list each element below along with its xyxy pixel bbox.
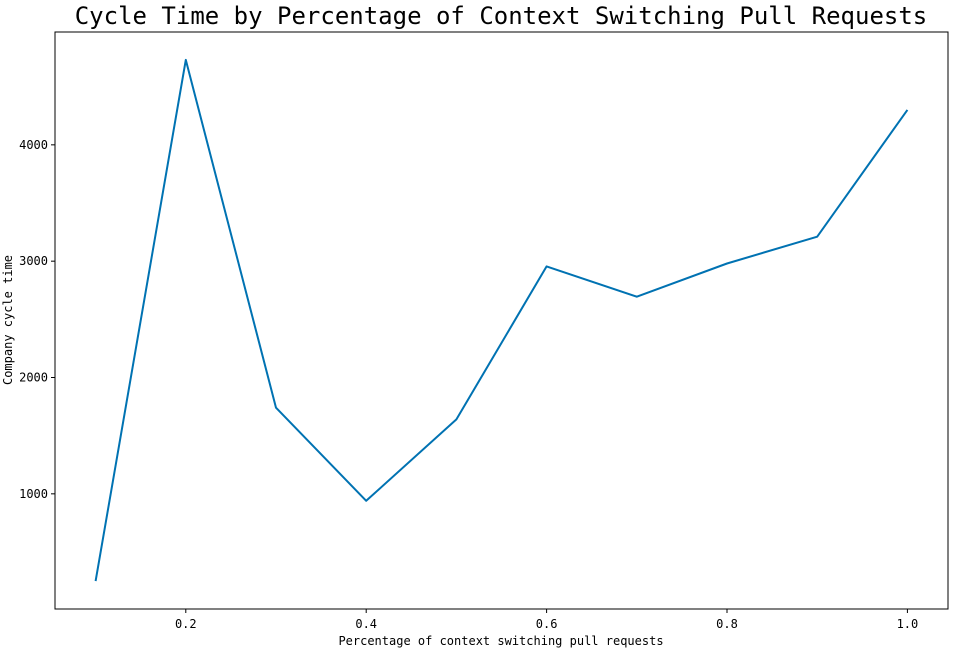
data-point [275, 407, 277, 409]
data-point [365, 500, 367, 502]
y-tick-label: 2000 [19, 371, 48, 385]
data-point [816, 236, 818, 238]
data-point [185, 59, 187, 61]
y-tick-label: 4000 [19, 138, 48, 152]
x-axis-label: Percentage of context switching pull req… [338, 634, 663, 648]
y-tick-label: 1000 [19, 487, 48, 501]
data-point [95, 580, 97, 582]
x-tick-label: 0.6 [536, 617, 558, 631]
x-axis-ticks: 0.2 0.4 0.6 0.8 1.0 [175, 609, 918, 631]
data-point [636, 296, 638, 298]
chart-title: Cycle Time by Percentage of Context Swit… [75, 2, 928, 30]
series-layer [94, 58, 909, 582]
data-point [726, 263, 728, 265]
y-axis-ticks: 1000 2000 3000 4000 [19, 138, 55, 501]
data-point [546, 265, 548, 267]
x-tick-label: 0.8 [716, 617, 738, 631]
x-tick-label: 0.4 [355, 617, 377, 631]
data-point [455, 418, 457, 420]
y-axis-label: Company cycle time [1, 255, 15, 385]
y-tick-label: 3000 [19, 254, 48, 268]
x-tick-label: 1.0 [897, 617, 919, 631]
x-tick-label: 0.2 [175, 617, 197, 631]
plot-area [54, 31, 949, 610]
data-point [906, 109, 908, 111]
series-line [94, 58, 909, 582]
